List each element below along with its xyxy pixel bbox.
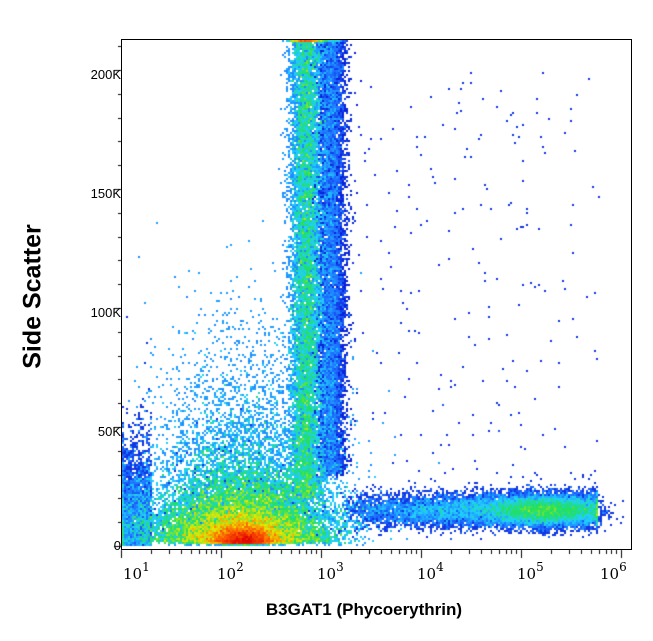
x-tick-label-10-3: 103 — [317, 560, 344, 583]
x-tick-label-10-4: 104 — [417, 560, 444, 583]
y-tick-label-0: 0 — [113, 538, 121, 553]
y-tick-label-50k: 50K — [97, 424, 121, 439]
density-scatter-canvas — [122, 40, 631, 549]
x-tick-label-10-1: 101 — [123, 560, 150, 583]
plot-area — [121, 39, 632, 550]
y-tick-label-100k: 100K — [90, 305, 121, 320]
x-tick-label-10-2: 102 — [217, 560, 244, 583]
x-tick-label-10-6: 106 — [600, 560, 627, 583]
x-axis-title: B3GAT1 (Phycoerythrin) — [265, 600, 463, 619]
x-tick-label-10-5: 105 — [517, 560, 544, 583]
y-axis-title: Side Scatter — [18, 224, 47, 369]
y-tick-label-200k: 200K — [90, 67, 121, 82]
y-tick-label-150k: 150K — [90, 186, 121, 201]
